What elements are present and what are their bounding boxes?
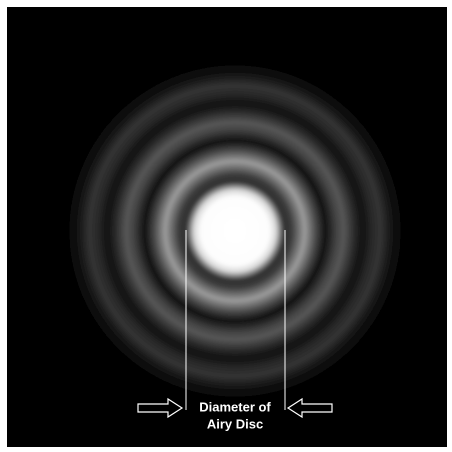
airy-disc-diagram: Diameter of Airy Disc [0, 0, 452, 452]
diffraction-pattern [65, 61, 405, 401]
page: Diameter of Airy Disc (() => { const dat… [0, 0, 452, 452]
label-line: Airy Disc [207, 416, 263, 431]
label-line: Diameter of [199, 399, 271, 414]
